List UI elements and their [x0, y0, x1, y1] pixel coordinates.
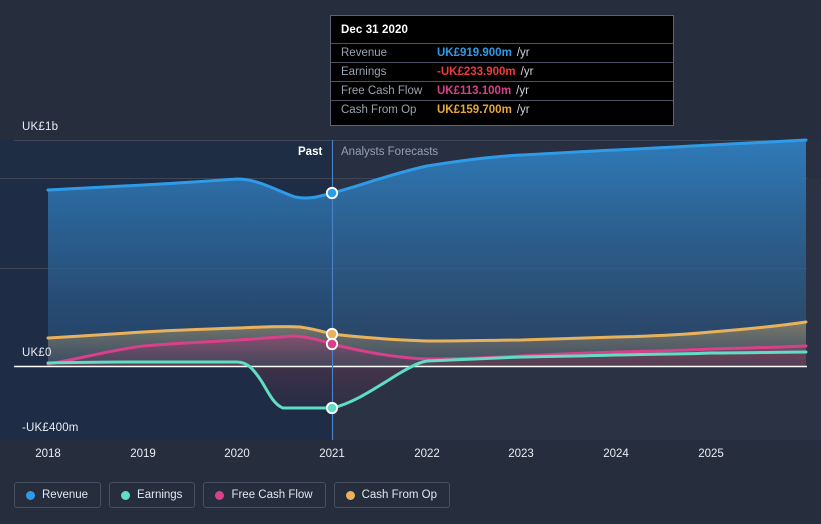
y-axis-label-top: UK£1b — [22, 121, 59, 133]
earnings-dot-icon — [121, 490, 131, 500]
legend-item-earnings[interactable]: Earnings — [109, 482, 196, 508]
tooltip-date: Dec 31 2020 — [341, 24, 408, 36]
y-axis-label-zero: UK£0 — [22, 347, 52, 359]
tooltip-value-free-cash-flow: UK£113.100m — [437, 85, 512, 97]
tooltip-key-earnings: Earnings — [341, 66, 387, 78]
tooltip-key-cash-from-op: Cash From Op — [341, 104, 417, 116]
freecashflow-marker[interactable] — [325, 337, 339, 351]
cashfromop-marker[interactable] — [325, 327, 339, 341]
legend-item-cash-from-op[interactable]: Cash From Op — [333, 482, 451, 508]
tooltip-unit-free-cash-flow: /yr — [516, 85, 529, 97]
x-axis-label-2020: 2020 — [224, 448, 250, 460]
revenue-marker[interactable] — [325, 186, 339, 200]
legend-item-free-cash-flow[interactable]: Free Cash Flow — [203, 482, 326, 508]
x-axis-label-2022: 2022 — [414, 448, 440, 460]
chart-svg — [0, 138, 821, 470]
legend-label-cash-from-op: Cash From Op — [361, 489, 438, 501]
tooltip-value-cash-from-op: UK£159.700m — [437, 104, 512, 116]
cashfromop-line — [46, 320, 808, 343]
x-axis-band — [0, 440, 821, 470]
tooltip-row-earnings: Earnings -UK£233.900m /yr — [331, 62, 673, 81]
tooltip-value-revenue: UK£919.900m — [437, 47, 512, 59]
legend-label-free-cash-flow: Free Cash Flow — [231, 489, 313, 501]
tooltip-row-revenue: Revenue UK£919.900m /yr — [331, 43, 673, 62]
legend-item-revenue[interactable]: Revenue — [14, 482, 102, 508]
free-cash-flow-dot-icon — [215, 490, 225, 500]
highlight-markers — [325, 186, 339, 415]
chart-tooltip: Dec 31 2020 Revenue UK£919.900m /yr Earn… — [330, 15, 674, 126]
tooltip-row-free-cash-flow: Free Cash Flow UK£113.100m /yr — [331, 81, 673, 100]
legend-label-revenue: Revenue — [42, 489, 89, 501]
x-axis-label-2023: 2023 — [508, 448, 534, 460]
tooltip-value-earnings: -UK£233.900m — [437, 66, 516, 78]
earnings-marker[interactable] — [325, 401, 339, 415]
x-axis-label-2025: 2025 — [698, 448, 724, 460]
y-axis-label-bottom: -UK£400m — [22, 422, 79, 434]
forecast-label: Analysts Forecasts — [341, 146, 439, 158]
earnings-line — [46, 350, 808, 410]
legend-label-earnings: Earnings — [137, 489, 183, 501]
x-axis-label-2018: 2018 — [35, 448, 61, 460]
x-axis-label-2021: 2021 — [319, 448, 345, 460]
tooltip-unit-revenue: /yr — [516, 47, 530, 59]
chart-plot-area: UK£1b UK£0 -UK£400m 2018 2019 2020 2021 … — [0, 121, 821, 470]
chart-legend: Revenue Earnings Free Cash Flow Cash Fro… — [14, 482, 451, 508]
tooltip-key-free-cash-flow: Free Cash Flow — [341, 85, 423, 97]
x-axis-label-2024: 2024 — [603, 448, 629, 460]
tooltip-unit-earnings: /yr — [520, 66, 534, 78]
x-axis-label-2019: 2019 — [130, 448, 156, 460]
past-label: Past — [298, 146, 323, 158]
tooltip-key-revenue: Revenue — [341, 47, 388, 59]
tooltip-row-cash-from-op: Cash From Op UK£159.700m /yr — [331, 100, 673, 119]
tooltip-unit-cash-from-op: /yr — [516, 104, 530, 116]
freecashflow-line — [46, 334, 808, 366]
revenue-line — [46, 138, 808, 200]
cash-from-op-dot-icon — [345, 490, 355, 500]
revenue-area — [48, 140, 806, 366]
revenue-dot-icon — [26, 490, 35, 500]
